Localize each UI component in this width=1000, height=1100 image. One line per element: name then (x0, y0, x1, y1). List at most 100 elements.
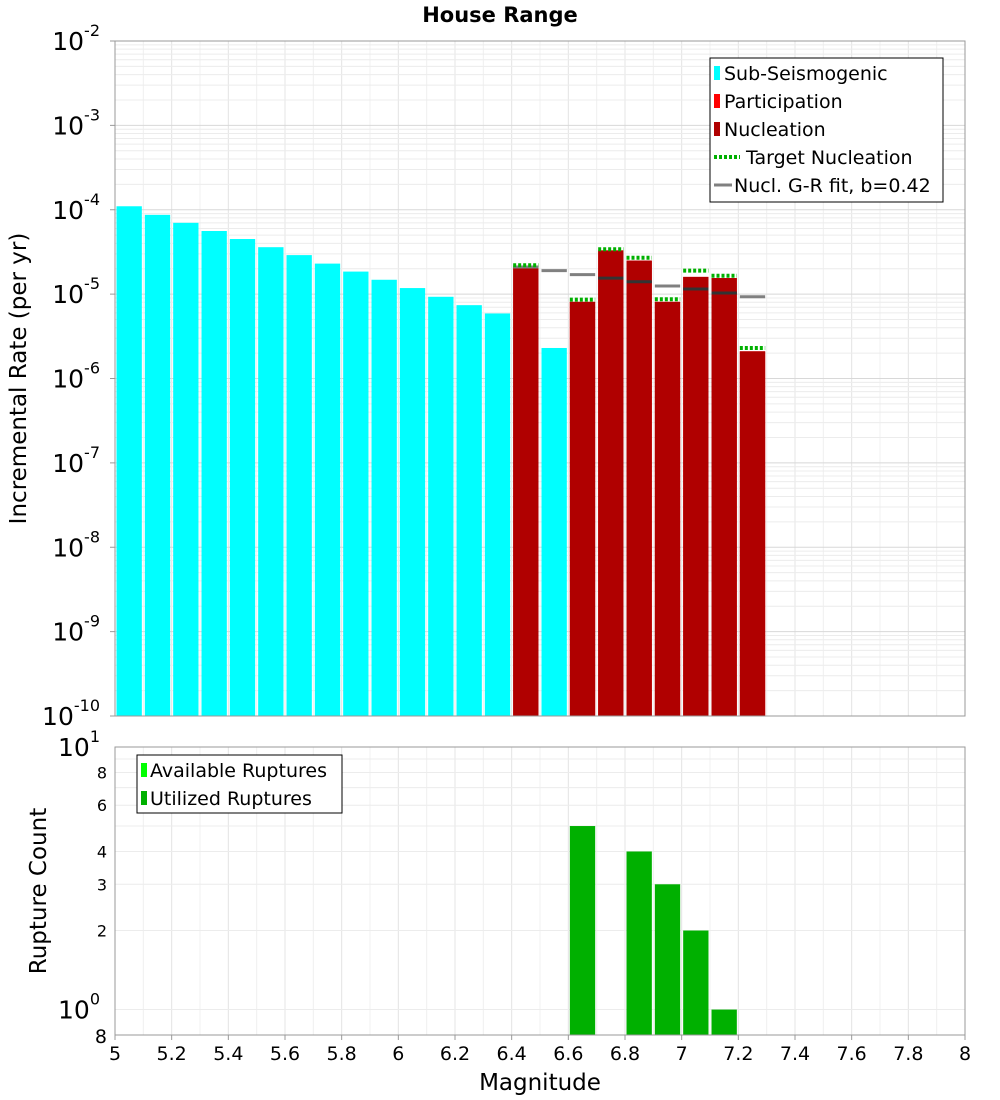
y-tick-exponent: 1 (90, 727, 100, 746)
legend-label: Nucl. G-R fit, b=0.42 (734, 175, 931, 197)
x-tick-label: 7.2 (723, 1043, 753, 1065)
y-tick-exponent: 0 (90, 990, 100, 1009)
y-tick-base: 10 (58, 733, 90, 762)
y-tick-exponent: -3 (84, 105, 100, 124)
sub-seismogenic-bar (173, 222, 199, 716)
bottom-legend: Available Ruptures Utilized Ruptures (136, 754, 343, 814)
top-y-ticks: 10-210-310-410-510-610-710-810-910-10 (42, 21, 115, 731)
y-tick-label: 10-10 (42, 696, 100, 731)
utilized-ruptures-bar (569, 826, 596, 1035)
x-axis-label: Magnitude (479, 1070, 601, 1096)
x-tick-label: 7.8 (893, 1043, 923, 1065)
x-tick-label: 5.4 (213, 1043, 243, 1065)
y-tick-label: 100 (58, 990, 100, 1025)
y-tick-exponent: -8 (84, 527, 100, 546)
sub-seismogenic-bar (343, 271, 369, 716)
y-tick-exponent: -4 (84, 190, 100, 209)
y-tick-base: 10 (52, 280, 84, 309)
nucleation-bar (739, 351, 766, 716)
x-tick-label: 5.2 (157, 1043, 187, 1065)
sub-seismogenic-bar (399, 288, 426, 716)
x-tick-label: 6.4 (497, 1043, 527, 1065)
y-tick-base: 10 (52, 449, 84, 478)
nucleation-bar (683, 276, 709, 716)
top-y-axis-label: Incremental Rate (per yr) (6, 233, 32, 525)
x-tick-label: 5.8 (327, 1043, 357, 1065)
y-tick-exponent: -6 (84, 359, 100, 378)
sub-seismogenic-bar (229, 239, 256, 716)
legend-label: Participation (724, 91, 843, 113)
sub-seismogenic-bar (428, 296, 454, 716)
legend-swatch (141, 763, 147, 777)
y-tick-base: 10 (52, 365, 84, 394)
y-tick-exponent: -7 (84, 443, 100, 462)
x-tick-label: 7.4 (780, 1043, 810, 1065)
sub-seismogenic-bar (541, 347, 567, 716)
y-tick-label: 8 (97, 763, 107, 782)
x-tick-label: 7 (676, 1043, 688, 1065)
top-fit-marks (513, 247, 766, 350)
sub-seismogenic-bar (258, 247, 284, 716)
x-tick-label: 6 (392, 1043, 404, 1065)
x-tick-label: 8 (959, 1043, 971, 1065)
y-tick-label: 4 (97, 842, 107, 861)
nucleation-bar (598, 250, 624, 717)
y-tick-label: 3 (97, 875, 107, 894)
y-tick-label: 8 (95, 1026, 107, 1048)
y-tick-base: 10 (52, 111, 84, 140)
chart-title: House Range (422, 3, 578, 27)
utilized-ruptures-bar (683, 930, 709, 1035)
y-tick-base: 10 (52, 533, 84, 562)
top-panel: 10-210-310-410-510-610-710-810-910-10 Su… (6, 3, 966, 731)
sub-seismogenic-bar (201, 230, 227, 716)
utilized-ruptures-bar (654, 884, 681, 1035)
bottom-plot-frame (114, 746, 966, 1036)
legend-label: Target Nucleation (745, 147, 913, 169)
legend-swatch (714, 122, 720, 136)
top-grid (114, 41, 966, 717)
x-ticks: 5 5.2 5.4 5.6 5.8 6 6.2 6.4 6.6 6.8 7 7.2 7.4 7.6 7.8 8 (109, 1035, 971, 1065)
sub-seismogenic-bar (371, 279, 397, 716)
top-legend: Sub-Seismogenic Participation Nucleation Ta… (709, 57, 944, 203)
y-tick-label: 6 (97, 796, 107, 815)
sub-seismogenic-bar (314, 263, 341, 716)
bottom-y-axis-label: Rupture Count (26, 808, 52, 974)
x-tick-label: 6.6 (553, 1043, 583, 1065)
y-tick-exponent: -9 (84, 612, 100, 631)
utilized-ruptures-bar (711, 1009, 737, 1035)
x-tick-label: 5 (109, 1043, 121, 1065)
sub-seismogenic-bar (286, 255, 312, 716)
x-tick-label: 7.6 (837, 1043, 867, 1065)
x-tick-label: 5.6 (270, 1043, 300, 1065)
y-tick-exponent: -10 (74, 696, 100, 715)
nucleation-bar (711, 278, 737, 716)
y-tick-base: 10 (52, 196, 84, 225)
y-tick-label: 2 (97, 922, 107, 941)
top-bars (116, 206, 766, 717)
utilized-ruptures-bar (626, 851, 652, 1035)
nucleation-bar (569, 301, 596, 716)
y-tick-label: 10-9 (52, 612, 100, 647)
legend-swatch (714, 66, 720, 80)
nucleation-bar (654, 301, 681, 716)
bottom-bars (569, 826, 737, 1035)
x-tick-label: 6.2 (440, 1043, 470, 1065)
sub-seismogenic-bar (116, 206, 142, 716)
sub-seismogenic-bar (144, 214, 171, 716)
y-tick-base: 10 (58, 996, 90, 1025)
legend-box (709, 57, 944, 203)
nucleation-bar (626, 260, 652, 716)
legend-label: Available Ruptures (150, 760, 327, 782)
y-tick-label: 10-5 (52, 274, 100, 309)
y-tick-label: 10-4 (52, 190, 100, 225)
y-tick-exponent: -2 (84, 21, 100, 40)
y-tick-label: 10-6 (52, 359, 100, 394)
legend-swatch (714, 94, 720, 108)
nucleation-bar (513, 266, 539, 716)
y-tick-base: 10 (52, 618, 84, 647)
y-tick-label: 10-7 (52, 443, 100, 478)
sub-seismogenic-bar (484, 313, 511, 716)
